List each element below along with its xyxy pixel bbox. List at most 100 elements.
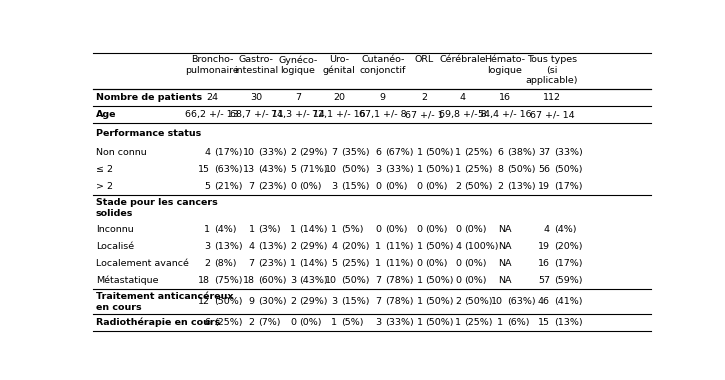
Text: 68,7 +/- 11: 68,7 +/- 11 xyxy=(230,111,283,119)
Text: 2: 2 xyxy=(290,242,297,251)
Text: 30: 30 xyxy=(250,93,262,103)
Text: 0: 0 xyxy=(417,182,423,191)
Text: NA: NA xyxy=(498,225,512,234)
Text: 19: 19 xyxy=(538,242,550,251)
Text: (6%): (6%) xyxy=(507,318,529,327)
Text: (21%): (21%) xyxy=(214,182,242,191)
Text: 15: 15 xyxy=(538,318,550,327)
Text: (25%): (25%) xyxy=(465,318,493,327)
Text: (63%): (63%) xyxy=(214,165,242,174)
Text: Gastro-
intestinal: Gastro- intestinal xyxy=(234,55,278,74)
Text: (20%): (20%) xyxy=(554,242,582,251)
Text: (50%): (50%) xyxy=(507,165,535,174)
Text: (13%): (13%) xyxy=(258,242,286,251)
Text: (23%): (23%) xyxy=(258,182,286,191)
Text: (0%): (0%) xyxy=(426,225,448,234)
Text: Uro-
génital: Uro- génital xyxy=(323,55,355,75)
Text: (25%): (25%) xyxy=(465,165,493,174)
Text: ORL: ORL xyxy=(415,55,434,64)
Text: 46: 46 xyxy=(538,297,550,306)
Text: 2: 2 xyxy=(249,318,254,327)
Text: (60%): (60%) xyxy=(258,276,286,285)
Text: Inconnu: Inconnu xyxy=(96,225,133,234)
Text: 2: 2 xyxy=(455,297,461,306)
Text: 4: 4 xyxy=(204,148,210,157)
Text: 9: 9 xyxy=(380,93,386,103)
Text: (50%): (50%) xyxy=(426,242,454,251)
Text: solides: solides xyxy=(96,209,133,218)
Text: NA: NA xyxy=(498,242,512,251)
Text: (13%): (13%) xyxy=(507,182,535,191)
Text: 13: 13 xyxy=(243,165,254,174)
Text: (50%): (50%) xyxy=(426,297,454,306)
Text: 1: 1 xyxy=(417,297,423,306)
Text: Age: Age xyxy=(96,111,116,119)
Text: 10: 10 xyxy=(326,165,337,174)
Text: 1: 1 xyxy=(417,242,423,251)
Text: 3: 3 xyxy=(331,297,337,306)
Text: (0%): (0%) xyxy=(426,259,448,268)
Text: NA: NA xyxy=(498,276,512,285)
Text: 5: 5 xyxy=(331,259,337,268)
Text: 7: 7 xyxy=(375,297,381,306)
Text: (50%): (50%) xyxy=(426,318,454,327)
Text: Nombre de patients: Nombre de patients xyxy=(96,93,202,103)
Text: NA: NA xyxy=(498,259,512,268)
Text: 1: 1 xyxy=(331,318,337,327)
Text: (50%): (50%) xyxy=(341,165,369,174)
Text: Stade pour les cancers: Stade pour les cancers xyxy=(96,198,218,207)
Text: (50%): (50%) xyxy=(554,165,582,174)
Text: 0: 0 xyxy=(375,225,381,234)
Text: 1: 1 xyxy=(455,148,461,157)
Text: 19: 19 xyxy=(538,182,550,191)
Text: (11%): (11%) xyxy=(385,242,413,251)
Text: 1: 1 xyxy=(204,225,210,234)
Text: 1: 1 xyxy=(290,259,297,268)
Text: (7%): (7%) xyxy=(258,318,281,327)
Text: 1: 1 xyxy=(375,259,381,268)
Text: (23%): (23%) xyxy=(258,259,286,268)
Text: 1: 1 xyxy=(417,318,423,327)
Text: 4: 4 xyxy=(249,242,254,251)
Text: Traitement anticancéreux: Traitement anticancéreux xyxy=(96,292,233,301)
Text: (0%): (0%) xyxy=(299,318,322,327)
Text: (13%): (13%) xyxy=(554,318,583,327)
Text: 2: 2 xyxy=(497,182,503,191)
Text: (30%): (30%) xyxy=(258,297,286,306)
Text: (71%): (71%) xyxy=(299,165,328,174)
Text: (0%): (0%) xyxy=(426,182,448,191)
Text: 1: 1 xyxy=(331,225,337,234)
Text: (15%): (15%) xyxy=(341,297,369,306)
Text: 6: 6 xyxy=(497,148,503,157)
Text: 7: 7 xyxy=(249,259,254,268)
Text: (5%): (5%) xyxy=(341,225,363,234)
Text: 37: 37 xyxy=(538,148,550,157)
Text: Cutanéo-
conjonctif: Cutanéo- conjonctif xyxy=(360,55,406,74)
Text: 56: 56 xyxy=(538,165,550,174)
Text: 20: 20 xyxy=(333,93,345,103)
Text: 4: 4 xyxy=(331,242,337,251)
Text: (0%): (0%) xyxy=(385,225,407,234)
Text: (20%): (20%) xyxy=(341,242,369,251)
Text: (50%): (50%) xyxy=(341,276,369,285)
Text: 67,1 +/- 8: 67,1 +/- 8 xyxy=(359,111,407,119)
Text: 2: 2 xyxy=(204,259,210,268)
Text: 1: 1 xyxy=(455,165,461,174)
Text: 1: 1 xyxy=(497,318,503,327)
Text: (25%): (25%) xyxy=(465,148,493,157)
Text: ≤ 2: ≤ 2 xyxy=(96,165,112,174)
Text: (78%): (78%) xyxy=(385,297,413,306)
Text: 1: 1 xyxy=(249,225,254,234)
Text: 10: 10 xyxy=(243,148,254,157)
Text: (25%): (25%) xyxy=(214,318,242,327)
Text: (59%): (59%) xyxy=(554,276,582,285)
Text: (25%): (25%) xyxy=(341,259,369,268)
Text: (14%): (14%) xyxy=(299,259,328,268)
Text: (17%): (17%) xyxy=(214,148,242,157)
Text: 57: 57 xyxy=(538,276,550,285)
Text: 6: 6 xyxy=(375,148,381,157)
Text: 7: 7 xyxy=(375,276,381,285)
Text: 3: 3 xyxy=(331,182,337,191)
Text: 1: 1 xyxy=(375,242,381,251)
Text: (75%): (75%) xyxy=(214,276,242,285)
